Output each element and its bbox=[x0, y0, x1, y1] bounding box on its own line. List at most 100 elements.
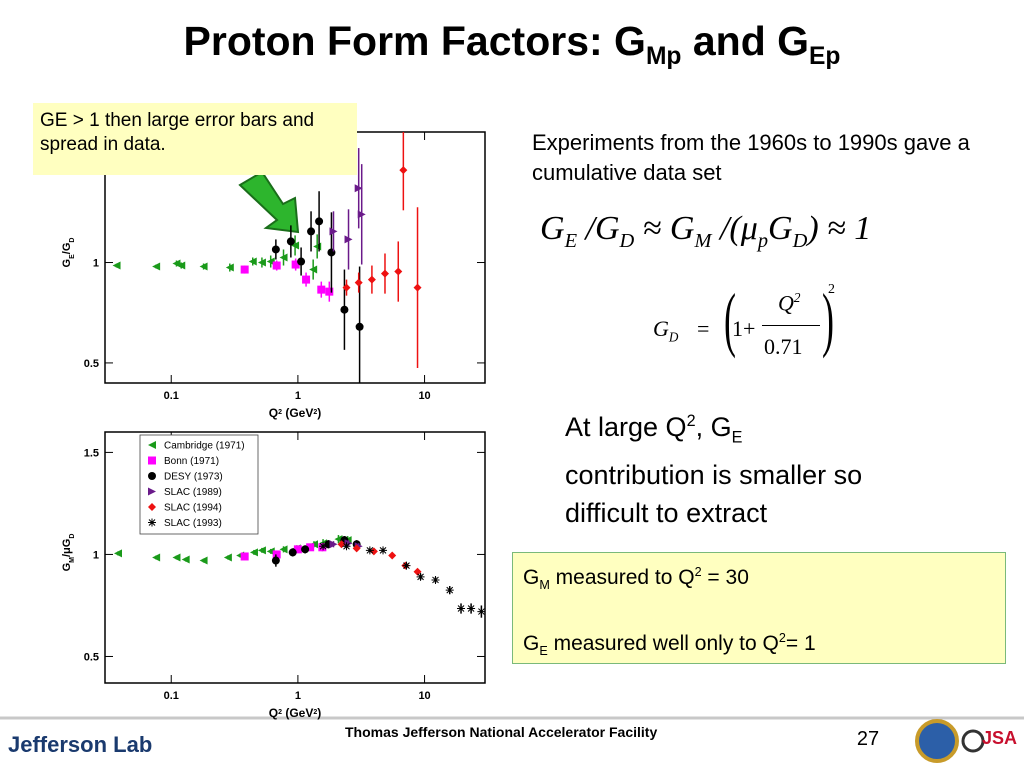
summary-line: GE measured well only to Q2= 1 bbox=[523, 631, 816, 658]
seal-logo bbox=[915, 719, 959, 763]
slide-title: Proton Form Factors: GMp and GEp bbox=[0, 18, 1024, 71]
marker bbox=[369, 547, 378, 556]
text-run: M bbox=[694, 229, 712, 252]
legend-label: Bonn (1971) bbox=[164, 456, 219, 467]
text-run: 2 bbox=[278, 409, 282, 416]
text-run: /G bbox=[61, 243, 73, 255]
text-run: G bbox=[540, 210, 565, 247]
legend-label: DESY (1973) bbox=[164, 472, 223, 483]
marker bbox=[394, 267, 403, 276]
marker bbox=[357, 210, 366, 219]
marker bbox=[413, 283, 422, 292]
legend-label: SLAC (1993) bbox=[164, 518, 222, 529]
y-tick-label: 1 bbox=[93, 258, 99, 270]
y-tick-label: 1 bbox=[93, 549, 99, 561]
marker bbox=[148, 472, 156, 480]
x-tick-label: 10 bbox=[418, 690, 430, 702]
text-run: /μG bbox=[61, 539, 73, 557]
marker bbox=[199, 556, 208, 565]
footer-facility: Thomas Jefferson National Accelerator Fa… bbox=[345, 724, 657, 740]
text-run: M bbox=[69, 557, 76, 563]
marker bbox=[388, 551, 397, 560]
marker bbox=[271, 245, 280, 254]
text-run: G bbox=[653, 316, 669, 341]
marker bbox=[457, 604, 466, 613]
eq2-den: 0.71 bbox=[764, 334, 803, 359]
text-run: Q bbox=[778, 290, 794, 316]
marker bbox=[319, 542, 328, 551]
text-run: D bbox=[668, 329, 679, 345]
text-run: 2 bbox=[686, 412, 696, 430]
marker bbox=[477, 607, 485, 616]
x-tick-label: 0.1 bbox=[164, 690, 179, 702]
marker bbox=[445, 586, 454, 595]
marker bbox=[148, 503, 156, 511]
marker bbox=[279, 545, 288, 554]
text-run: ≈ G bbox=[634, 210, 695, 247]
text-run: 2 bbox=[313, 709, 317, 716]
text-run: ) bbox=[317, 406, 321, 420]
text-run: 2 bbox=[778, 631, 786, 645]
marker bbox=[148, 441, 156, 449]
x-tick-label: 1 bbox=[295, 390, 301, 402]
text-run: Q bbox=[269, 406, 278, 420]
text-run: = 1 bbox=[785, 632, 816, 655]
marker bbox=[342, 283, 351, 292]
marker bbox=[177, 261, 186, 270]
marker bbox=[340, 305, 349, 314]
text-run: D bbox=[619, 229, 635, 252]
data bbox=[114, 535, 485, 618]
marker bbox=[225, 263, 234, 272]
marker bbox=[355, 322, 364, 331]
text-run: = 30 bbox=[701, 566, 749, 589]
marker bbox=[286, 237, 295, 246]
marker bbox=[112, 261, 121, 270]
marker bbox=[301, 545, 310, 554]
marker bbox=[272, 261, 281, 270]
plot-frame bbox=[104, 431, 486, 684]
page-number: 27 bbox=[857, 728, 879, 750]
text-run: and G bbox=[681, 18, 810, 64]
text-run: D bbox=[792, 229, 808, 252]
marker bbox=[249, 548, 258, 557]
marker bbox=[152, 553, 161, 562]
x-tick-label: 1 bbox=[295, 690, 301, 702]
eq2-lhs: GD bbox=[653, 316, 678, 345]
eq2-exp: 2 bbox=[828, 282, 835, 297]
marker bbox=[297, 257, 306, 266]
marker bbox=[380, 269, 389, 278]
text-run: G bbox=[61, 259, 73, 268]
text-run: 2 bbox=[694, 565, 702, 579]
marker bbox=[248, 257, 257, 266]
text-run: D bbox=[69, 534, 76, 539]
marker bbox=[223, 553, 232, 562]
marker bbox=[306, 543, 315, 552]
y-tick-label: 1.5 bbox=[84, 447, 99, 459]
text-run: , G bbox=[695, 412, 732, 442]
text-run: p bbox=[757, 229, 769, 252]
marker bbox=[317, 285, 326, 294]
intro-text: Experiments from the 1960s to 1990s gave… bbox=[532, 130, 970, 185]
marker bbox=[329, 227, 338, 236]
text-run: At large Q bbox=[565, 412, 687, 442]
text-run: /(μ bbox=[711, 210, 758, 247]
marker bbox=[342, 542, 351, 551]
text-run: /G bbox=[577, 210, 620, 247]
marker bbox=[152, 262, 161, 271]
marker bbox=[293, 545, 302, 554]
marker bbox=[431, 575, 440, 584]
text-run: G bbox=[523, 632, 540, 655]
marker bbox=[148, 518, 156, 527]
text-run: contribution is smaller so difficult to … bbox=[565, 460, 863, 529]
marker bbox=[354, 184, 363, 193]
text-run: D bbox=[69, 238, 76, 243]
y-axis-label: GE/GD bbox=[61, 238, 76, 268]
text-run: G bbox=[768, 210, 793, 247]
marker bbox=[291, 260, 300, 269]
summary-box: GM measured to Q2 = 30 GE measured well … bbox=[512, 552, 1006, 664]
jsa-text: JSA bbox=[982, 728, 1017, 748]
callout: GE > 1 then large error bars and spread … bbox=[33, 103, 357, 175]
